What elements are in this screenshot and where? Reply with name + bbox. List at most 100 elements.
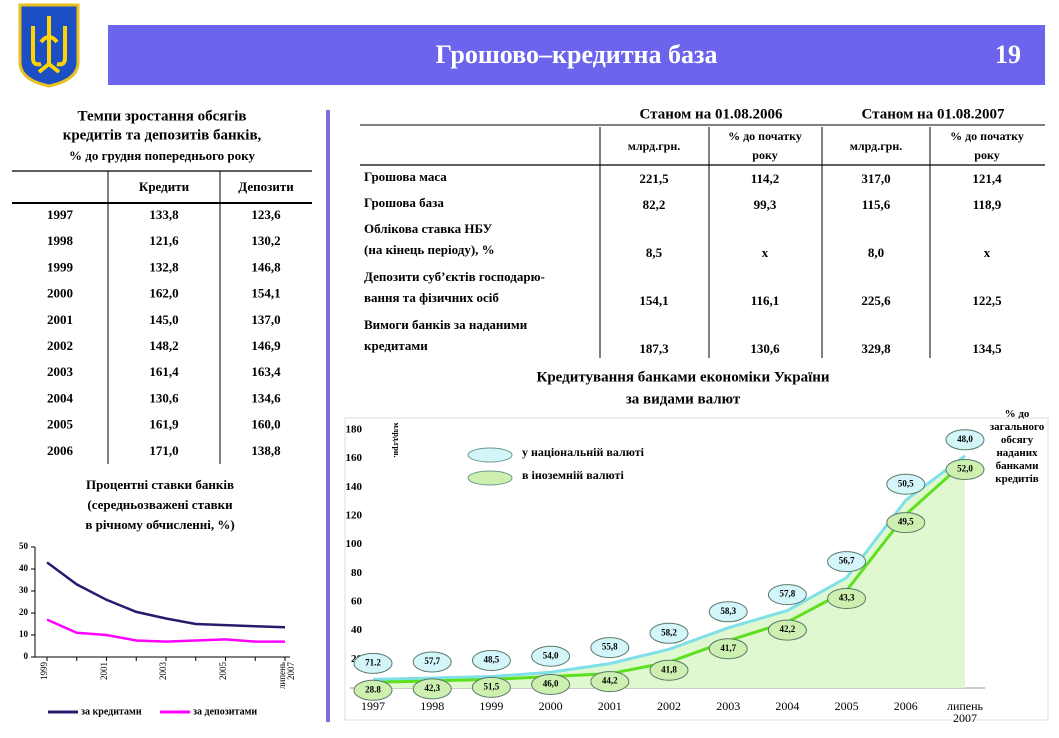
sub-header: % до початку: [728, 129, 802, 143]
table-cell: 122,5: [972, 293, 1002, 308]
x-tick-label: липень 2007: [946, 699, 984, 725]
table-cell: х: [984, 245, 991, 260]
table-cell: 82,2: [643, 197, 666, 212]
share-bubble: [412, 678, 452, 700]
share-label: 54,0: [543, 650, 559, 660]
y-tick-label: 180: [346, 424, 363, 436]
row-year: 2005: [47, 417, 74, 432]
legend-label: за кредитами: [81, 706, 142, 717]
row-year: 2000: [47, 286, 73, 301]
share-bubble: [471, 676, 511, 698]
share-label: 41,7: [720, 643, 736, 653]
table-cell: 133,8: [149, 207, 179, 222]
y-tick-label: 120: [346, 510, 363, 522]
table-cell: 8,5: [646, 245, 663, 260]
x-tick-label: 2005: [834, 699, 859, 713]
table-subtitle: % до грудня попереднього року: [69, 148, 255, 163]
share-label: 55,8: [602, 642, 618, 652]
period-header: Станом на 01.08.2007: [862, 106, 1005, 122]
table-cell: х: [762, 245, 769, 260]
share-bubble: [353, 652, 393, 674]
legend-swatch: [467, 447, 513, 463]
share-bubble: [353, 679, 393, 701]
share-label: 44,2: [602, 676, 618, 686]
page-number: 19: [995, 40, 1021, 69]
table-cell: 114,2: [751, 171, 780, 186]
x-tick-label: 2004: [775, 699, 800, 713]
share-label: 58,3: [720, 606, 736, 616]
y-tick-label: 50: [19, 541, 29, 551]
y-tick-label: 100: [346, 538, 363, 550]
y-tick-label: 160: [346, 452, 363, 464]
table-cell: 115,6: [862, 197, 891, 212]
share-label: 28.8: [365, 684, 381, 694]
table-cell: 187,3: [639, 341, 669, 356]
share-bubble: [767, 584, 807, 606]
series-line: [372, 454, 966, 681]
header-bar: Грошово–кредитна база 19: [108, 25, 1045, 85]
y-tick-label: 140: [346, 481, 363, 493]
share-label: 48,0: [957, 434, 973, 444]
table-cell: 154,1: [639, 293, 668, 308]
share-bubble: [767, 619, 807, 641]
x-tick-label: 1998: [420, 699, 445, 713]
table-title: кредитів та депозитів банків,: [63, 127, 262, 143]
sub-header: % до початку: [950, 129, 1024, 143]
chart-title: (середньозважені ставки: [87, 497, 233, 512]
row-year: 2003: [47, 364, 74, 379]
share-bubble: [531, 645, 571, 667]
table-cell: 225,6: [861, 293, 891, 308]
y-tick-label: 60: [351, 596, 363, 608]
row-label: вання та фізичних осіб: [364, 290, 499, 305]
table-cell: 118,9: [973, 197, 1002, 212]
table-cell: 221,5: [639, 171, 669, 186]
y-tick-label: 10: [19, 629, 29, 639]
row-label: Грошова база: [364, 195, 444, 210]
share-bubble: [708, 638, 748, 660]
table-cell: 317,0: [861, 171, 890, 186]
x-tick-label: 2005: [217, 662, 228, 680]
table-cell: 130,6: [149, 390, 179, 405]
share-label: 52,0: [957, 464, 973, 474]
header-title: Грошово–кредитна база: [435, 40, 718, 69]
x-tick-label: 1997: [361, 699, 385, 713]
area-fill: [373, 455, 965, 688]
plot-frame: [344, 417, 1049, 721]
share-bubble: [886, 512, 926, 534]
row-year: 2006: [47, 443, 74, 458]
table-cell: 146,8: [251, 259, 281, 274]
table-cell: 161,9: [149, 417, 179, 432]
share-bubble: [945, 429, 985, 451]
share-bubble: [649, 622, 689, 644]
x-tick-label: 1999: [479, 699, 504, 713]
table-cell: 146,9: [251, 338, 281, 353]
table-cell: 148,2: [149, 338, 178, 353]
table-cell: 121,6: [149, 233, 179, 248]
share-note: % до загального обсягу наданих банками к…: [989, 408, 1045, 485]
x-tick-label: 2001: [98, 662, 109, 680]
table-cell: 130,2: [251, 233, 280, 248]
share-bubble: [886, 473, 926, 495]
share-bubble: [471, 650, 511, 672]
share-label: 43,3: [839, 593, 855, 603]
legend-label: за депозитами: [193, 706, 257, 717]
divider: [326, 110, 330, 722]
chart-title: в річному обчисленні, %): [85, 517, 234, 532]
row-label: Депозити суб’єктів господарю-: [364, 269, 545, 284]
sub-header: млрд.грн.: [850, 139, 903, 153]
y-tick-label: 80: [351, 567, 363, 579]
table-cell: 121,4: [972, 171, 1002, 186]
chart-title: Кредитування банками економіки України: [536, 369, 829, 385]
share-bubble: [649, 659, 689, 681]
table-cell: 132,8: [149, 259, 179, 274]
table-cell: 99,3: [754, 197, 777, 212]
y-tick-label: 0: [24, 651, 29, 661]
table-cell: 130,6: [750, 341, 780, 356]
series-line: [46, 618, 285, 643]
table-cell: 154,1: [251, 286, 280, 301]
share-label: 42,3: [424, 683, 440, 693]
period-header: Станом на 01.08.2006: [640, 106, 783, 122]
y-tick-label: 20: [19, 607, 29, 617]
share-bubble: [590, 637, 630, 659]
